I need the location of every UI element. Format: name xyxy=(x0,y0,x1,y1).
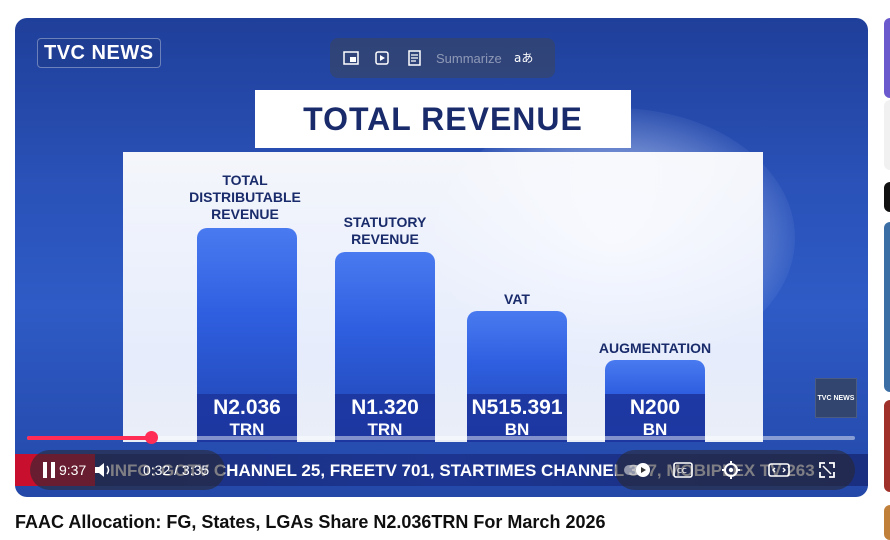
settings-gear-icon[interactable] xyxy=(713,452,749,488)
sidebar-thumbnail[interactable] xyxy=(884,505,890,540)
bar-total-distributable: N2.036 TRN xyxy=(197,228,297,442)
fullscreen-button[interactable] xyxy=(809,452,845,488)
bar-augmentation: N200 BN xyxy=(605,360,705,442)
bar-value: N2.036 TRN xyxy=(197,394,297,442)
progress-fill xyxy=(27,436,152,440)
overlay-toolbar: Summarize aあ xyxy=(330,38,555,78)
autoplay-toggle[interactable] xyxy=(620,452,656,488)
right-controls-pill xyxy=(615,450,855,490)
channel-logo: TVC NEWS xyxy=(37,38,161,68)
sidebar-thumbnail[interactable] xyxy=(884,400,890,492)
progress-bar[interactable] xyxy=(27,431,855,444)
time-display: 0:32 / 3:35 xyxy=(143,462,210,478)
sidebar-thumbnail[interactable] xyxy=(884,100,890,170)
svg-text:CC: CC xyxy=(677,467,687,475)
theater-mode-button[interactable] xyxy=(761,452,797,488)
summarize-label[interactable]: Summarize xyxy=(436,50,502,66)
bar-value: N515.391 BN xyxy=(467,394,567,442)
bar-label-augmentation: AUGMENTATION xyxy=(598,340,712,356)
bar-statutory: N1.320 TRN xyxy=(335,252,435,442)
captions-button[interactable]: CC xyxy=(665,452,701,488)
bar-value: N200 BN xyxy=(605,394,705,442)
progress-scrubber[interactable] xyxy=(145,431,159,444)
bar-label-total-distributable: TOTAL DISTRIBUTABLE REVENUE xyxy=(189,172,301,222)
corner-channel-logo: TVC NEWS xyxy=(815,378,857,418)
left-controls-pill xyxy=(30,450,225,490)
svg-text:aあ: aあ xyxy=(514,51,533,65)
translate-icon[interactable]: aあ xyxy=(512,47,534,69)
sidebar-thumbnail[interactable] xyxy=(884,18,890,98)
sidebar-thumbnail[interactable] xyxy=(884,222,890,392)
volume-button[interactable] xyxy=(85,452,121,488)
slide-title: TOTAL REVENUE xyxy=(255,90,631,148)
picture-in-picture-icon[interactable] xyxy=(340,47,362,69)
pause-button[interactable] xyxy=(31,452,67,488)
clock-text: 9:37 xyxy=(59,462,87,478)
video-player[interactable]: TVC NEWS Summarize aあ TOTAL REVENUE TOTA… xyxy=(15,18,868,497)
bar-label-vat: VAT xyxy=(504,291,530,307)
summarize-icon[interactable] xyxy=(404,47,426,69)
play-queue-icon[interactable] xyxy=(372,47,394,69)
bar-label-statutory: STATUTORY REVENUE xyxy=(343,214,427,247)
bar-vat: N515.391 BN xyxy=(467,311,567,442)
video-title: FAAC Allocation: FG, States, LGAs Share … xyxy=(15,512,606,532)
bar-value: N1.320 TRN xyxy=(335,394,435,442)
sidebar-thumbnail[interactable] xyxy=(884,182,890,212)
